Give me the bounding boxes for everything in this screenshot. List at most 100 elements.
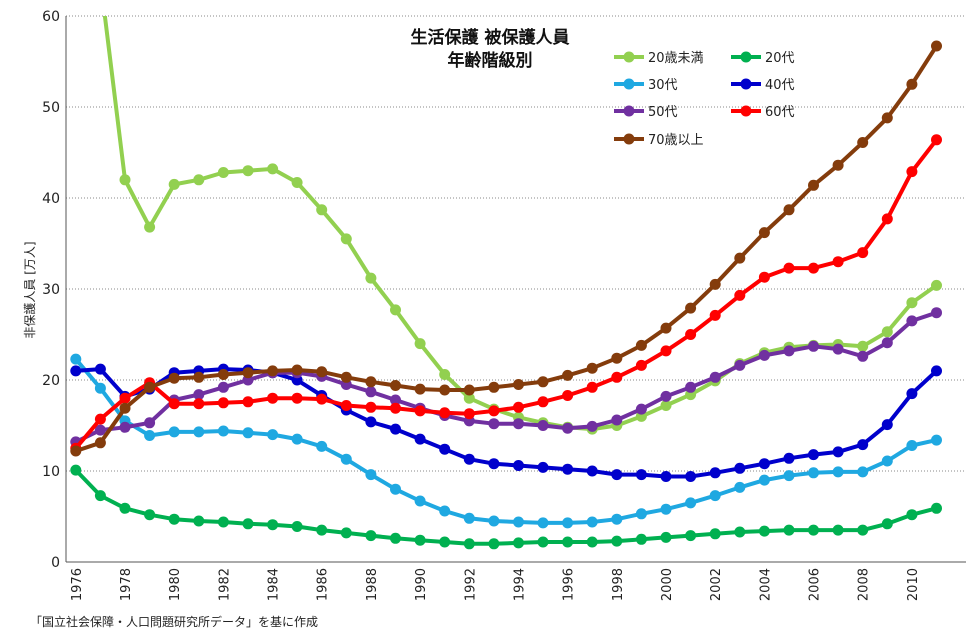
x-tick-label: 2004: [758, 568, 773, 601]
data-point: [808, 340, 819, 352]
data-point: [439, 407, 451, 419]
data-point: [70, 365, 82, 377]
data-point: [635, 403, 647, 415]
x-tick-label: 1984: [267, 568, 282, 601]
data-point: [808, 179, 819, 191]
legend-item: 40代: [731, 78, 795, 93]
x-tick-label: 1980: [168, 568, 183, 601]
data-point: [365, 416, 377, 428]
data-point: [463, 392, 475, 404]
y-tick-label: 50: [42, 100, 60, 116]
data-point: [291, 433, 303, 445]
data-point: [586, 516, 598, 528]
chart-title-line-2: 年齢階級別: [448, 50, 533, 71]
data-point: [513, 516, 524, 528]
data-point: [340, 233, 352, 245]
series-70歳以上: [70, 40, 942, 457]
data-point: [119, 402, 131, 414]
data-point: [193, 389, 205, 401]
data-point: [783, 345, 795, 357]
data-point: [931, 434, 942, 446]
data-point: [635, 339, 647, 351]
data-point: [586, 420, 598, 432]
data-point: [316, 524, 328, 536]
series-line: [74, 357, 937, 525]
data-point: [709, 371, 721, 383]
data-point: [488, 458, 500, 470]
data-point: [390, 380, 401, 391]
data-point: [439, 369, 451, 380]
x-tick-label: 1998: [611, 568, 626, 601]
data-point: [931, 279, 942, 291]
data-point: [242, 367, 254, 379]
axes: [65, 16, 966, 563]
data-point: [365, 376, 377, 388]
data-point: [193, 371, 205, 383]
data-point: [267, 392, 279, 404]
legend-label: 70歳以上: [648, 133, 704, 148]
data-point: [881, 455, 893, 467]
data-point: [217, 167, 229, 178]
data-point: [586, 536, 598, 548]
series-line: [74, 468, 938, 546]
y-tick-label: 30: [42, 282, 60, 298]
data-point: [513, 401, 524, 413]
data-point: [660, 400, 672, 411]
data-point: [242, 427, 254, 439]
data-point: [832, 466, 844, 478]
data-point: [291, 177, 303, 188]
data-point: [783, 470, 795, 482]
data-point: [906, 315, 918, 327]
data-point: [808, 449, 819, 461]
data-point: [119, 392, 131, 404]
data-point: [562, 369, 574, 381]
data-point: [881, 213, 893, 225]
legend-label: 30代: [648, 78, 678, 93]
data-point: [881, 112, 893, 124]
data-point: [931, 307, 942, 319]
data-point: [94, 437, 106, 449]
data-point: [931, 365, 942, 377]
data-point: [119, 174, 131, 186]
data-point: [586, 465, 598, 477]
data-point: [340, 371, 352, 383]
data-point: [758, 227, 770, 239]
data-point: [709, 467, 721, 479]
legend: 20歳未満 20代 30代 40代 50代 60代 70歳以上: [614, 51, 795, 148]
data-point: [586, 362, 598, 374]
data-point: [439, 536, 451, 548]
data-point: [537, 536, 549, 548]
data-point: [685, 381, 697, 393]
x-tick-label: 2002: [709, 568, 724, 601]
data-point: [513, 460, 524, 471]
data-point: [734, 526, 746, 538]
legend-item: 50代: [614, 105, 678, 120]
data-point: [808, 262, 819, 274]
legend-item: 20歳未満: [614, 51, 704, 66]
data-point: [340, 400, 352, 411]
data-point: [291, 392, 303, 404]
data-point: [931, 502, 942, 514]
data-point: [340, 453, 352, 465]
data-point: [562, 517, 574, 529]
data-point: [414, 338, 426, 350]
data-point: [414, 383, 426, 395]
data-point: [857, 137, 869, 148]
data-point: [832, 524, 844, 536]
x-tick-label: 1996: [562, 568, 577, 601]
data-point: [513, 537, 524, 549]
data-point: [242, 165, 254, 177]
data-point: [217, 516, 229, 528]
data-point: [365, 530, 377, 542]
x-tick-labels: 1976 1978 1980 1982 1984 1986 1988 1990 1992 1994…: [70, 568, 921, 601]
legend-marker: [740, 51, 752, 63]
data-point: [488, 418, 500, 430]
data-point: [168, 398, 180, 410]
data-point: [144, 417, 156, 429]
data-point: [906, 78, 918, 90]
data-point: [193, 426, 205, 438]
data-point: [242, 518, 254, 530]
x-tick-label: 1976: [70, 568, 85, 601]
data-point: [881, 518, 893, 530]
